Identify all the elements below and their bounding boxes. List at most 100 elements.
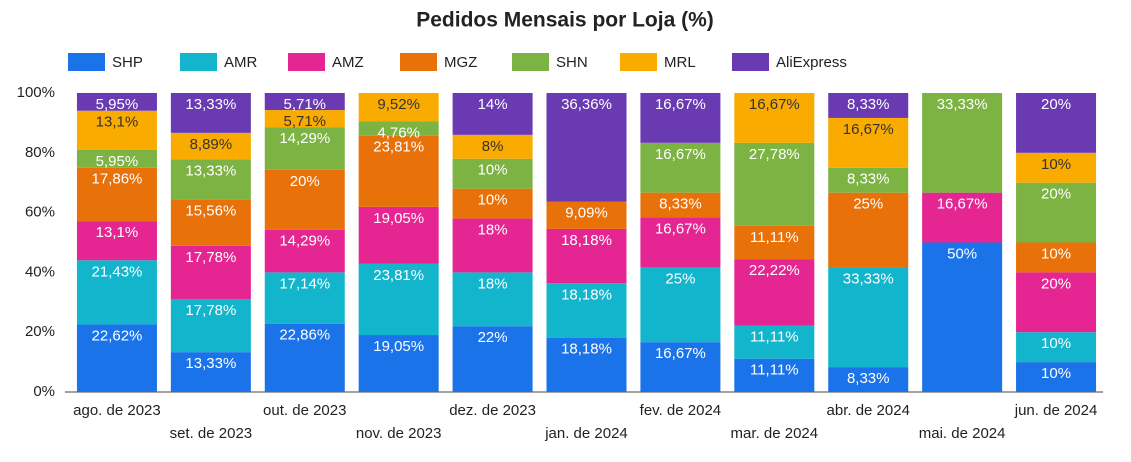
data-label: 5,71% <box>283 96 326 113</box>
data-label: 18,18% <box>561 286 612 303</box>
bar-segment <box>358 121 439 136</box>
data-label: 14% <box>478 96 508 113</box>
data-label: 13,33% <box>185 355 236 372</box>
data-label: 18,18% <box>561 232 612 249</box>
data-label: 8,89% <box>190 136 233 153</box>
data-label: 19,05% <box>373 210 424 227</box>
bar-segment <box>640 142 721 193</box>
data-label: 17,78% <box>185 249 236 266</box>
bar-segment <box>546 228 627 284</box>
bar-segment <box>640 92 721 143</box>
bar-segment <box>546 201 627 229</box>
data-label: 8% <box>482 138 504 155</box>
bar-segment <box>546 93 627 202</box>
bar-segment <box>828 117 909 168</box>
data-label: 23,81% <box>373 139 424 156</box>
y-tick-label: 40% <box>25 263 55 280</box>
bar-segment <box>452 326 533 392</box>
data-label: 8,33% <box>847 370 890 387</box>
bar-segment <box>1016 93 1097 153</box>
bar-segment <box>1016 182 1097 243</box>
data-label: 16,67% <box>655 96 706 113</box>
data-label: 16,67% <box>749 96 800 113</box>
x-tick-label: abr. de 2024 <box>827 402 910 419</box>
data-label: 33,33% <box>937 96 988 113</box>
data-label: 13,33% <box>185 96 236 113</box>
data-label: 20% <box>290 173 320 190</box>
data-label: 13,1% <box>96 114 139 131</box>
bar-segment <box>264 93 345 111</box>
bar-segment <box>358 93 439 122</box>
legend-label: MGZ <box>444 54 477 71</box>
chart-title: Pedidos Mensais por Loja (%) <box>416 9 714 32</box>
data-label: 10% <box>1041 365 1071 382</box>
bar-segment <box>76 92 157 111</box>
data-label: 16,67% <box>937 196 988 213</box>
bar-segment <box>358 335 439 392</box>
bar-segment <box>170 245 251 299</box>
bar-segment <box>264 110 345 128</box>
bar-segment <box>76 221 157 261</box>
bar-segment <box>170 159 251 200</box>
data-label: 10% <box>1041 245 1071 262</box>
bar-segment <box>922 242 1003 392</box>
bar-segment <box>828 93 909 118</box>
x-tick-label: set. de 2023 <box>170 425 253 442</box>
bar-segment <box>452 272 533 327</box>
data-label: 17,78% <box>185 302 236 319</box>
bar-segment <box>1016 362 1097 392</box>
legend-swatch <box>732 53 769 71</box>
data-label: 14,29% <box>279 233 330 250</box>
bar-segment <box>922 192 1003 243</box>
bar-segment <box>358 206 439 264</box>
bar-segment <box>640 192 721 218</box>
data-label: 8,33% <box>847 171 890 188</box>
bar-segment <box>264 127 345 170</box>
data-label: 17,86% <box>92 171 143 188</box>
bar-segment <box>828 167 909 193</box>
data-label: 16,67% <box>655 221 706 238</box>
legend-label: AMR <box>224 54 258 71</box>
bar-segment <box>170 132 251 160</box>
y-tick-label: 60% <box>25 204 55 221</box>
bar-segment <box>828 192 909 268</box>
bar-segment <box>358 263 439 336</box>
data-label: 18,18% <box>561 341 612 358</box>
bar-segment <box>922 93 1003 193</box>
y-tick-label: 20% <box>25 323 55 340</box>
bar-segment <box>76 324 157 392</box>
data-label: 5,71% <box>283 113 326 130</box>
data-label: 27,78% <box>749 146 800 163</box>
bar-segment <box>452 134 533 159</box>
data-label: 25% <box>665 270 695 287</box>
bar-segment <box>264 323 345 392</box>
bar-segment <box>452 218 533 273</box>
bar-segment <box>452 158 533 189</box>
data-label: 11,11% <box>750 362 799 379</box>
data-label: 20% <box>1041 96 1071 113</box>
x-tick-label: out. de 2023 <box>263 402 346 419</box>
data-label: 13,33% <box>185 162 236 179</box>
data-label: 33,33% <box>843 270 894 287</box>
data-label: 16,67% <box>843 121 894 138</box>
bar-segment <box>264 272 345 324</box>
x-tick-label: ago. de 2023 <box>73 402 161 419</box>
data-label: 10% <box>478 162 508 179</box>
bar-segment <box>1016 332 1097 363</box>
bar-segment <box>640 267 721 343</box>
x-tick-label: nov. de 2023 <box>356 425 442 442</box>
legend-label: SHN <box>556 54 588 71</box>
bar-segment <box>734 325 815 359</box>
bar-segment <box>76 167 157 222</box>
x-tick-label: mai. de 2024 <box>919 425 1006 442</box>
bar-segment <box>828 367 909 392</box>
data-label: 23,81% <box>373 267 424 284</box>
bar-segment <box>734 225 815 260</box>
data-label: 17,14% <box>279 275 330 292</box>
data-label: 21,43% <box>92 263 143 280</box>
bar-segment <box>170 298 251 353</box>
bar-segment <box>734 142 815 226</box>
data-label: 15,56% <box>185 202 236 219</box>
